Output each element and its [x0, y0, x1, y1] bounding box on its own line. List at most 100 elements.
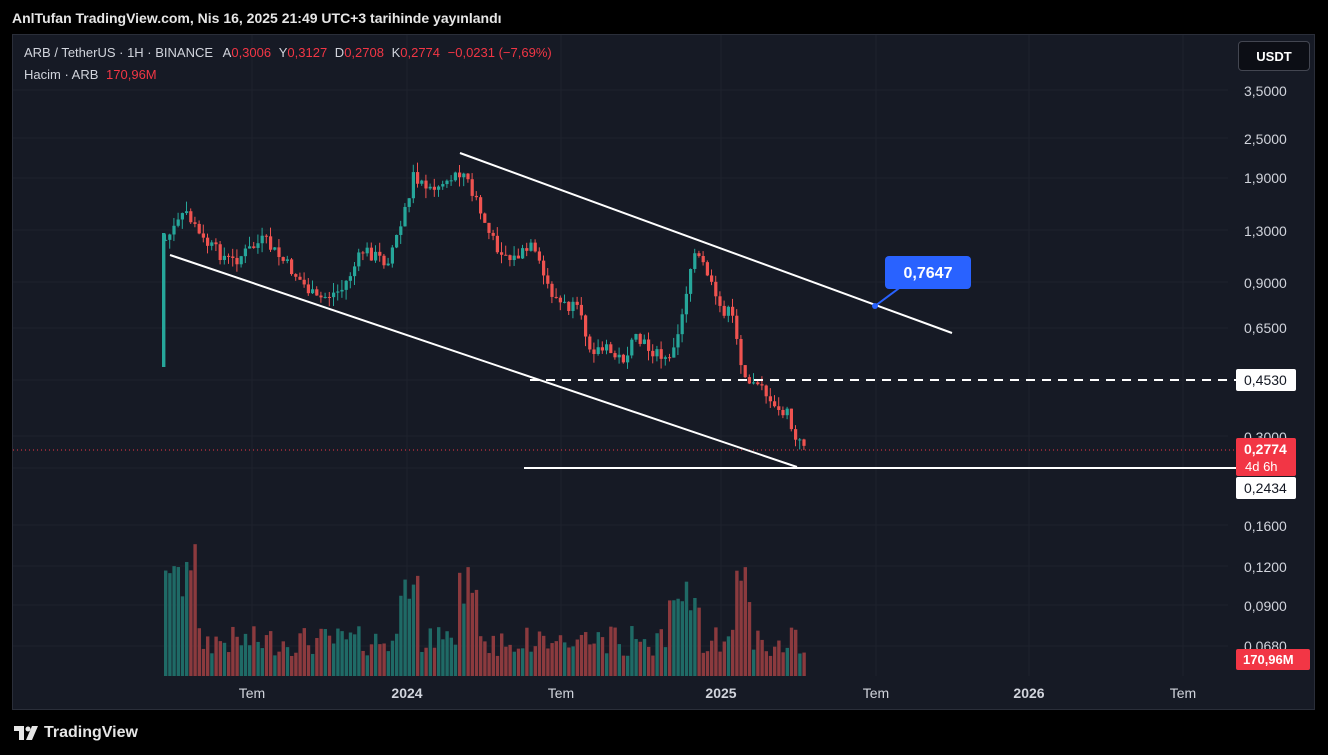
volume-bar — [563, 642, 567, 676]
price-axis[interactable]: 3,5000 2,5000 1,9000 1,3000 0,9000 0,650… — [1244, 83, 1287, 654]
candle-body — [743, 365, 747, 378]
volume-bar — [248, 645, 252, 676]
time-tick: 2024 — [391, 685, 422, 701]
candle-body — [710, 275, 714, 282]
candle-body — [235, 257, 239, 265]
candle-body — [332, 292, 336, 298]
volume-label[interactable]: Hacim · ARB — [24, 67, 99, 82]
candle-body — [735, 315, 739, 339]
volume-bar — [273, 655, 277, 676]
candle-body — [491, 232, 495, 236]
candle-body — [420, 180, 424, 184]
volume-bar — [605, 653, 609, 676]
candle-body — [516, 255, 520, 259]
candle-body — [781, 409, 785, 416]
volume-bar — [357, 626, 361, 676]
candle-body — [172, 225, 176, 235]
candle-body — [537, 251, 541, 261]
chart-frame[interactable] — [12, 34, 1315, 710]
candle-body — [529, 242, 533, 251]
candle-body — [617, 354, 621, 358]
candle-body — [575, 301, 579, 305]
volume-bar — [449, 637, 453, 676]
volume-bar — [319, 628, 323, 676]
candle-body — [714, 281, 718, 297]
volume-bar — [546, 648, 550, 676]
level-lower-tag — [1236, 477, 1296, 499]
callout-box[interactable] — [885, 256, 971, 289]
volume-bar — [714, 627, 718, 676]
tradingview-logo[interactable]: TradingView — [14, 724, 138, 742]
volume-bar — [231, 626, 235, 676]
candle-body — [449, 180, 453, 182]
callout-text: 0,7647 — [904, 265, 953, 282]
candle-body — [676, 334, 680, 348]
candle-body — [718, 296, 722, 306]
time-tick: Tem — [239, 685, 265, 701]
volume-bar — [537, 631, 542, 676]
candle-body — [311, 289, 315, 294]
channel-upper-line[interactable] — [459, 152, 953, 334]
candle-body — [508, 255, 512, 261]
candle-body — [458, 172, 462, 178]
high-label: Y — [278, 45, 288, 60]
candle-body — [357, 252, 361, 267]
candle-body — [306, 284, 310, 294]
time-axis[interactable]: Tem 2024 Tem 2025 Tem 2026 Tem — [239, 685, 1196, 701]
volume-bar — [378, 644, 382, 676]
candle-body — [395, 234, 399, 248]
candle-body — [563, 301, 567, 303]
time-tick: Tem — [548, 685, 574, 701]
channel-lower-line[interactable] — [169, 254, 798, 468]
candle-body — [571, 301, 575, 311]
candle-body — [462, 173, 466, 178]
candle-body — [390, 247, 394, 264]
volume-bar — [554, 641, 558, 676]
candle-body — [642, 339, 646, 344]
price-tick: 3,5000 — [1244, 83, 1287, 99]
volume-bar — [525, 627, 529, 676]
countdown-text: 4d 6h — [1245, 459, 1278, 474]
volume-bar — [336, 628, 340, 676]
symbol-label[interactable]: ARB / TetherUS · 1H · BINANCE — [24, 45, 214, 60]
volume-bar — [731, 629, 735, 676]
volume-bar — [390, 640, 395, 676]
candle-body — [428, 186, 432, 189]
currency-button[interactable]: USDT — [1238, 41, 1310, 71]
candle-body — [794, 429, 798, 440]
candle-body — [214, 242, 218, 245]
candle-body — [353, 266, 357, 277]
candle-body — [206, 237, 210, 246]
candle-body — [432, 186, 436, 190]
volume-bar — [298, 633, 302, 676]
volume-bar — [558, 635, 563, 676]
volume-bar — [285, 647, 290, 676]
candle-body — [621, 354, 625, 363]
volume-bar — [756, 630, 760, 676]
candle-body — [176, 219, 180, 226]
volume-bar — [689, 610, 693, 676]
chart-grid — [13, 35, 1228, 676]
candle-body — [336, 291, 340, 293]
volume-bar — [726, 636, 731, 676]
candle-body — [596, 347, 600, 355]
candle-body — [592, 349, 596, 355]
candle-body — [273, 247, 277, 250]
volume-bar — [798, 653, 802, 676]
volume-bar — [332, 643, 336, 676]
candle-body — [470, 179, 474, 196]
volume-bar — [743, 567, 747, 676]
close-value: 0,2774 — [400, 45, 441, 60]
candle-body — [638, 333, 642, 344]
volume-bar — [243, 633, 248, 676]
level-upper-tag-text: 0,4530 — [1244, 372, 1287, 388]
volume-bar — [584, 632, 588, 676]
volume-bar — [483, 641, 487, 676]
candle-body — [600, 347, 604, 351]
volume-bar — [508, 644, 512, 676]
volume-bar — [672, 600, 676, 676]
volume-bar — [214, 636, 218, 676]
callout-pointer — [874, 285, 903, 307]
candle-body — [512, 255, 516, 261]
